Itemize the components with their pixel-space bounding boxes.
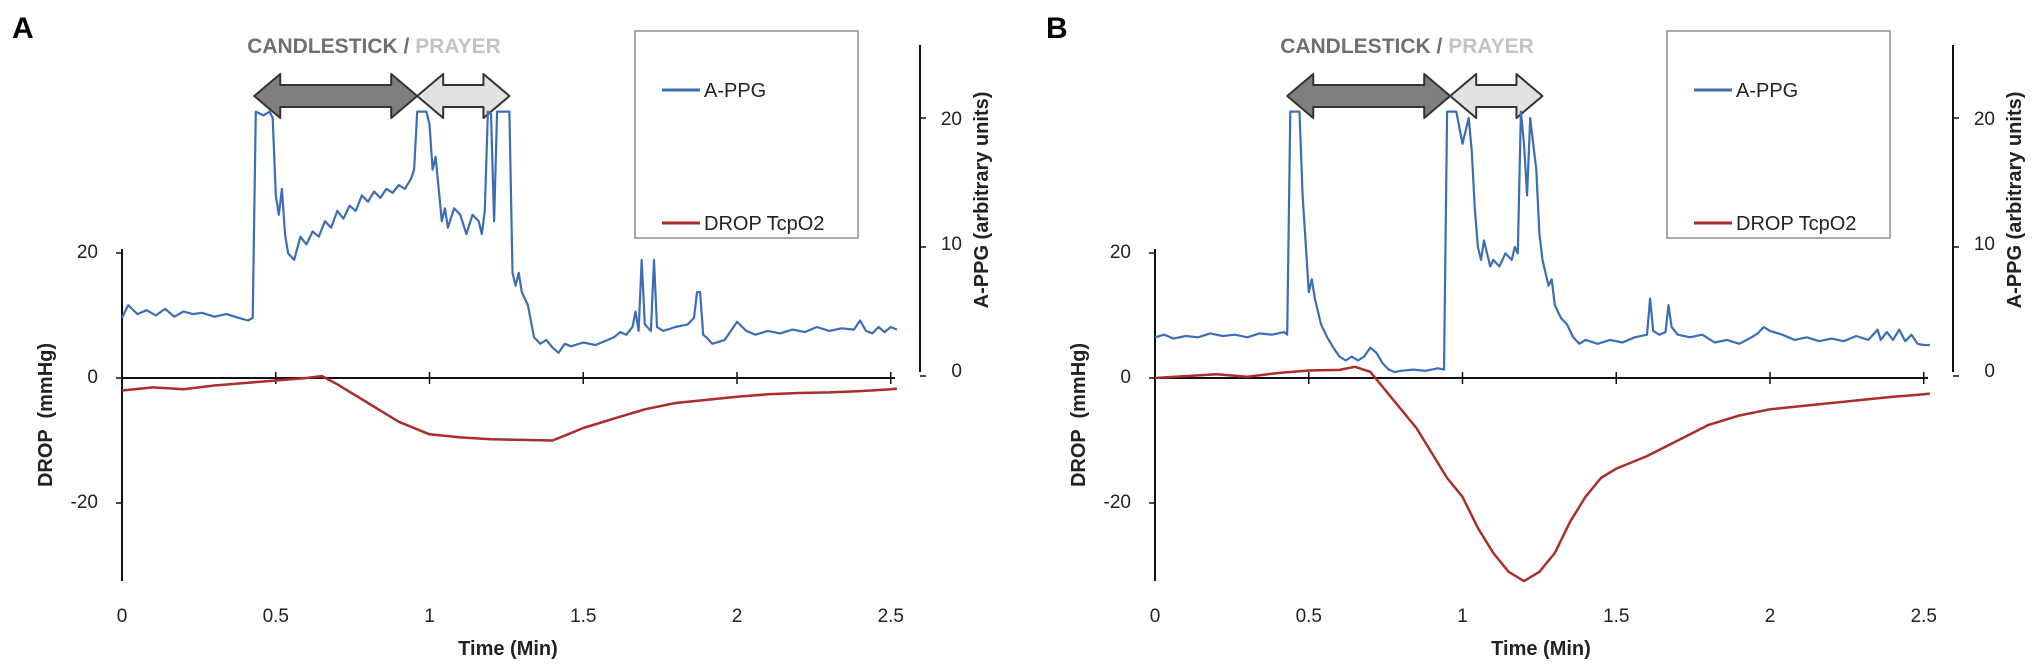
- panel-a-right-tick-label: 20: [941, 109, 962, 130]
- panel-a-left-tick-label: -20: [71, 492, 98, 513]
- panel-b-x-tick-label: 2.5: [1911, 606, 1937, 627]
- panel-b-drop-tcpo2-line: [1154, 365, 1931, 583]
- panel-b-ticks: [1149, 117, 1959, 504]
- panel-a-letter: A: [12, 12, 34, 45]
- panel-a-x-tick-label: 1.5: [570, 606, 596, 627]
- panel-a-appg-line: [121, 110, 898, 354]
- panel-a-ticks: [116, 117, 926, 504]
- panel-b-right-tick-label: 0: [1984, 361, 1995, 382]
- panel-a-right-tick-label: 0: [951, 361, 962, 382]
- panel-a-legend-drop: DROP TcpO2: [704, 213, 824, 235]
- panel-a-phase-label: CANDLESTICK / PRAYER: [247, 35, 501, 58]
- panel-b-phase-label: CANDLESTICK / PRAYER: [1280, 35, 1534, 58]
- panel-b-left-tick-label: -20: [1104, 492, 1131, 513]
- panel-b-appg-line: [1154, 110, 1930, 374]
- panel-a-x-tick-label: 1: [424, 606, 435, 627]
- panel-b-candlestick-arrow: [1286, 73, 1452, 119]
- panel-b-left-tick-label: 0: [1120, 367, 1131, 388]
- panel-a-prayer-label: PRAYER: [415, 35, 501, 58]
- panel-a-left-tick-label: 0: [87, 367, 98, 388]
- panel-a-left-axis-title: DROP (mmHg): [35, 343, 57, 487]
- panel-b-x-tick-label: 1: [1457, 606, 1468, 627]
- panel-a-x-tick-label: 0: [117, 606, 128, 627]
- panel-a: A CANDLESTICK / PRAYER A-PPG DROP TcpO2 …: [12, 12, 993, 660]
- panel-a-left-tick-label: 20: [77, 242, 98, 263]
- panel-b-letter: B: [1046, 12, 1068, 45]
- panel-b-legend-drop: DROP TcpO2: [1736, 213, 1856, 235]
- panel-b-x-tick-label: 0: [1150, 606, 1161, 627]
- panel-a-x-tick-label: 2.5: [878, 606, 904, 627]
- panel-b: B CANDLESTICK / PRAYER A-PPG DROP TcpO2 …: [1046, 12, 2026, 660]
- panel-a-right-axis-title: A-PPG (arbitrary units): [971, 92, 993, 309]
- panel-b-prayer-label: PRAYER: [1448, 35, 1534, 58]
- panel-a-right-tick-label: 10: [941, 234, 962, 255]
- panel-a-prayer-arrow: [416, 73, 511, 119]
- panel-a-legend-box: [634, 30, 859, 239]
- panel-a-x-tick-label: 0.5: [263, 606, 289, 627]
- panel-b-legend-appg: A-PPG: [1736, 80, 1798, 102]
- panel-b-right-tick-label: 10: [1974, 234, 1995, 255]
- panel-b-left-axis-title: DROP (mmHg): [1068, 343, 1090, 487]
- panel-b-right-axis-title: A-PPG (arbitrary units): [2004, 92, 2026, 309]
- panel-a-x-axis-title: Time (Min): [458, 638, 558, 660]
- panel-b-right-tick-label: 20: [1974, 109, 1995, 130]
- panel-a-x-tick-label: 2: [732, 606, 743, 627]
- panel-b-x-tick-label: 1.5: [1603, 606, 1629, 627]
- panel-b-x-tick-label: 2: [1765, 606, 1776, 627]
- panel-a-legend-appg: A-PPG: [704, 80, 766, 102]
- panel-b-candlestick-label: CANDLESTICK: [1280, 35, 1431, 58]
- panel-a-drop-tcpo2-line: [121, 374, 898, 442]
- panel-b-legend-box: [1666, 30, 1891, 239]
- panel-b-x-tick-label: 0.5: [1296, 606, 1322, 627]
- panel-a-candlestick-label: CANDLESTICK: [247, 35, 398, 58]
- panel-a-candlestick-arrow: [253, 73, 419, 119]
- panel-a-slash: /: [398, 35, 416, 58]
- panel-b-slash: /: [1431, 35, 1449, 58]
- panel-b-x-axis-title: Time (Min): [1491, 638, 1591, 660]
- panel-b-prayer-arrow: [1449, 73, 1544, 119]
- panel-b-left-tick-label: 20: [1110, 242, 1131, 263]
